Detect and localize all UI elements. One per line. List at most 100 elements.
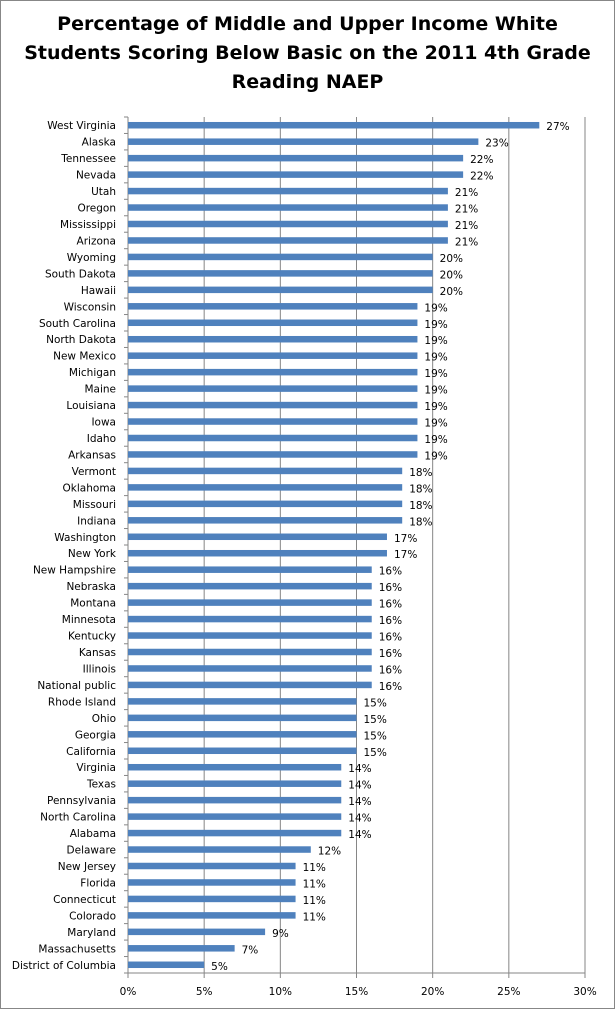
data-label: 21% [455,220,478,232]
category-label: North Carolina [40,812,116,824]
data-label: 16% [379,599,402,611]
data-label: 16% [379,664,402,676]
bar [128,517,403,524]
data-label: 20% [440,253,463,265]
category-label: Arizona [77,235,116,247]
bar [128,566,372,573]
bar [128,763,342,771]
category-label: Florida [80,877,116,889]
category-label: Pennsylvania [47,795,116,807]
category-label: Wisconsin [64,301,116,313]
bar [128,138,479,145]
category-label: Alaska [82,137,116,149]
data-label: 15% [364,730,387,742]
data-label: 11% [303,878,326,890]
category-label: Colorado [69,910,116,922]
category-label: Nevada [76,170,116,182]
data-label: 15% [364,747,387,759]
data-label: 19% [424,352,447,364]
category-label: Illinois [83,663,116,675]
x-tick-label: 15% [345,986,368,998]
category-label: Missouri [73,499,116,511]
category-label: New Jersey [58,861,116,873]
bar [128,549,387,557]
x-tick-label: 5% [196,986,213,998]
category-label: National public [37,680,116,692]
category-label: Texas [86,779,116,791]
bar [128,484,403,491]
data-label: 19% [424,335,447,347]
bar [128,599,372,606]
bar [128,500,403,508]
data-label: 16% [379,615,402,627]
category-label: Maryland [67,927,116,939]
category-label: New York [68,548,117,560]
category-label: Connecticut [53,894,116,906]
bar [128,434,418,442]
bar [128,731,357,738]
category-label: Idaho [87,433,116,445]
data-label: 18% [409,516,432,528]
bar [128,187,448,195]
bar [128,270,433,277]
bar [128,681,372,689]
data-label: 16% [379,582,402,594]
data-label: 18% [409,500,432,512]
x-tick-label: 30% [573,986,596,998]
category-label: Rhode Island [48,696,116,708]
data-label: 14% [348,813,371,825]
category-label: Indiana [77,515,116,527]
bar [128,846,311,853]
data-label: 15% [364,714,387,726]
category-label: Wyoming [67,252,116,264]
category-label: Utah [91,186,116,198]
bar [128,352,418,359]
category-label: Massachusetts [38,943,116,955]
bar [128,418,418,425]
bar [128,385,418,392]
data-label: 18% [409,467,432,479]
x-tick-label: 20% [421,986,444,998]
data-label: 22% [470,171,493,183]
bar [128,368,418,376]
data-label: 14% [348,780,371,792]
category-label: District of Columbia [12,960,116,972]
category-label: Oklahoma [63,482,116,494]
data-label: 20% [440,269,463,281]
category-label: Maine [84,384,116,396]
data-label: 15% [364,697,387,709]
bar [128,303,418,310]
data-label: 22% [470,154,493,166]
category-label: Michigan [69,367,116,379]
category-label: New Mexico [53,351,116,363]
category-label: Oregon [77,203,116,215]
bar [128,533,387,541]
category-label: South Carolina [39,318,116,330]
data-label: 19% [424,368,447,380]
bar [128,648,372,656]
data-label: 19% [424,385,447,397]
data-label: 9% [272,928,289,940]
category-label: Arkansas [68,449,116,461]
bar [128,204,448,211]
category-label: Minnesota [62,614,116,626]
data-label: 5% [211,961,228,973]
data-label: 20% [440,286,463,298]
category-label: Vermont [72,466,116,478]
bar [128,237,448,244]
category-label: Alabama [70,828,116,840]
category-label: North Dakota [46,334,116,346]
bar [128,813,342,820]
bar [128,319,418,327]
bar [128,171,464,178]
data-label: 21% [455,204,478,216]
bar [128,286,433,294]
data-label: 19% [424,418,447,430]
bar [128,698,357,705]
bar [128,632,372,639]
category-label: Washington [54,532,116,544]
bar [128,335,418,343]
data-label: 11% [303,895,326,907]
category-label: West Virginia [47,120,116,132]
bar [128,451,418,458]
